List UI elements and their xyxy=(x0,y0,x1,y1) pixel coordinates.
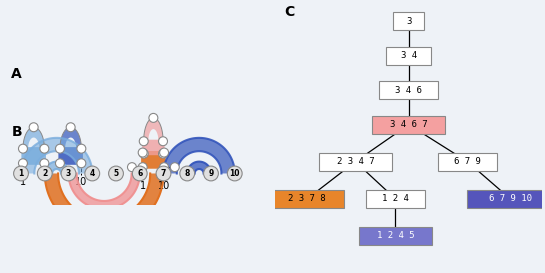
Circle shape xyxy=(66,123,75,132)
Text: 10: 10 xyxy=(158,181,170,191)
Polygon shape xyxy=(60,127,81,149)
Circle shape xyxy=(61,166,76,181)
Circle shape xyxy=(19,159,27,168)
Circle shape xyxy=(160,148,168,157)
Text: 10: 10 xyxy=(229,169,240,178)
Polygon shape xyxy=(23,127,44,149)
Circle shape xyxy=(77,159,86,168)
FancyBboxPatch shape xyxy=(21,147,46,165)
Polygon shape xyxy=(45,162,69,173)
Text: 5: 5 xyxy=(113,169,119,178)
Circle shape xyxy=(160,163,168,172)
Circle shape xyxy=(204,166,219,181)
FancyBboxPatch shape xyxy=(319,153,392,171)
Text: 2: 2 xyxy=(42,169,47,178)
FancyBboxPatch shape xyxy=(359,227,432,245)
Circle shape xyxy=(56,144,64,153)
Text: 1 2 4: 1 2 4 xyxy=(382,194,409,203)
Text: 6 7 9: 6 7 9 xyxy=(454,157,481,166)
Text: 10: 10 xyxy=(75,177,88,187)
Text: 9: 9 xyxy=(208,169,214,178)
Circle shape xyxy=(108,166,123,181)
FancyBboxPatch shape xyxy=(379,81,438,99)
Text: 3: 3 xyxy=(406,17,411,26)
Text: 7: 7 xyxy=(161,169,166,178)
Polygon shape xyxy=(45,173,164,233)
Circle shape xyxy=(56,159,64,168)
Text: 6 7 9 10: 6 7 9 10 xyxy=(489,194,532,203)
Circle shape xyxy=(138,148,147,157)
Polygon shape xyxy=(21,138,92,173)
FancyBboxPatch shape xyxy=(58,147,83,165)
Circle shape xyxy=(138,163,147,172)
Circle shape xyxy=(156,166,171,181)
Circle shape xyxy=(149,113,158,122)
FancyBboxPatch shape xyxy=(142,140,165,155)
Circle shape xyxy=(180,166,195,181)
Text: 3 4 6: 3 4 6 xyxy=(395,86,422,95)
Text: 2 3 7 8: 2 3 7 8 xyxy=(288,194,326,203)
Text: 8: 8 xyxy=(185,169,190,178)
Text: C: C xyxy=(284,5,295,19)
Text: 3 4: 3 4 xyxy=(401,51,417,60)
FancyBboxPatch shape xyxy=(438,153,497,171)
Text: 1: 1 xyxy=(140,181,146,191)
Text: 2 3 4 7: 2 3 4 7 xyxy=(336,157,374,166)
FancyBboxPatch shape xyxy=(372,116,445,133)
Text: 4: 4 xyxy=(89,169,95,178)
FancyBboxPatch shape xyxy=(393,12,425,30)
Circle shape xyxy=(140,137,148,146)
Circle shape xyxy=(19,144,27,153)
Circle shape xyxy=(77,144,86,153)
Circle shape xyxy=(29,123,38,132)
FancyBboxPatch shape xyxy=(467,190,545,208)
Circle shape xyxy=(227,166,242,181)
Text: 3 4 6 7: 3 4 6 7 xyxy=(390,120,428,129)
Polygon shape xyxy=(69,173,140,209)
Text: 1: 1 xyxy=(20,177,26,187)
FancyBboxPatch shape xyxy=(141,151,166,169)
Circle shape xyxy=(132,166,147,181)
Circle shape xyxy=(40,159,49,168)
Circle shape xyxy=(14,166,28,181)
FancyBboxPatch shape xyxy=(366,190,425,208)
Circle shape xyxy=(170,163,179,172)
FancyBboxPatch shape xyxy=(271,190,344,208)
Polygon shape xyxy=(144,118,163,141)
Polygon shape xyxy=(164,138,235,173)
Polygon shape xyxy=(187,162,211,173)
Text: A: A xyxy=(11,67,22,81)
Text: 1 2 4 5: 1 2 4 5 xyxy=(377,231,414,240)
Circle shape xyxy=(159,149,167,158)
Circle shape xyxy=(159,137,167,146)
Circle shape xyxy=(38,166,52,181)
Circle shape xyxy=(140,149,148,158)
Circle shape xyxy=(85,166,100,181)
Circle shape xyxy=(40,144,49,153)
FancyBboxPatch shape xyxy=(386,47,431,65)
Text: B: B xyxy=(11,126,22,140)
Text: 1: 1 xyxy=(19,169,23,178)
Text: 3: 3 xyxy=(66,169,71,178)
Text: 6: 6 xyxy=(137,169,142,178)
Circle shape xyxy=(128,163,136,172)
